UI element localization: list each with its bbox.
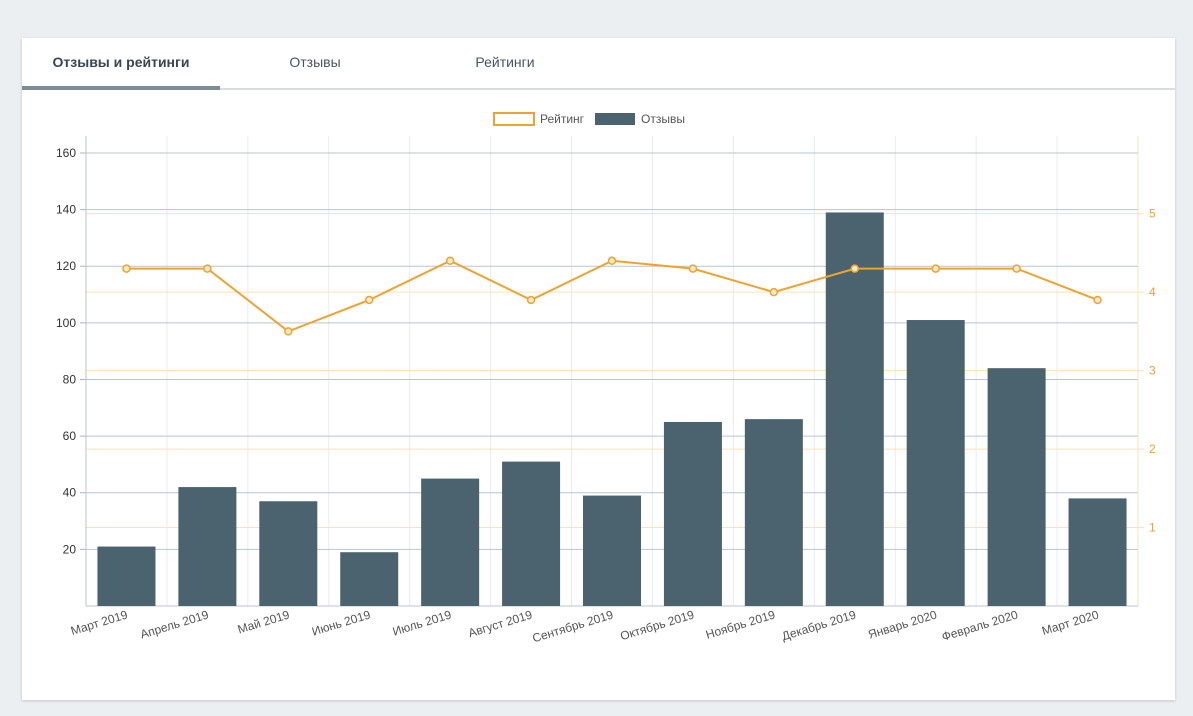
bar-reviews-11 [906,320,965,606]
x-axis-tick-label: Май 2019 [236,607,292,636]
left-axis-tick-label: 100 [56,316,76,330]
rating-point-10 [850,264,860,273]
rating-point-12 [1012,264,1021,273]
left-axis-tick-label: 40 [63,486,77,500]
rating-point-11 [931,264,940,273]
active-tab-indicator [22,86,220,90]
legend-rating-label: Рейтинг [540,112,585,126]
bar-reviews-6 [502,461,561,606]
bar-reviews-4 [340,552,399,606]
rating-point-6 [526,295,536,305]
bar-reviews-10 [825,212,884,606]
tab-bar: Отзывы и рейтинги Отзывы Рейтинги [22,38,1175,90]
rating-point-3 [284,327,293,336]
left-axis-tick-label: 60 [63,429,77,443]
x-axis-tick-label: Декабрь 2019 [780,607,858,643]
x-axis-tick-label: Февраль 2020 [940,607,1020,644]
bar-reviews-7 [583,495,641,606]
right-axis-tick-label: 3 [1149,364,1156,378]
left-axis-tick-label: 140 [56,203,76,217]
x-axis-tick-label: Октябрь 2019 [619,607,697,643]
bar-reviews-1 [97,546,156,606]
rating-point-13 [1093,295,1102,305]
x-axis-tick-label: Август 2019 [467,607,535,640]
left-axis-tick-label: 120 [56,259,76,273]
rating-point-2 [203,264,212,273]
bar-reviews-13 [1068,498,1127,606]
rating-point-4 [364,295,374,305]
right-axis-tick-label: 5 [1149,207,1156,221]
x-axis-tick-label: Ноябрь 2019 [704,607,777,641]
rating-point-7 [607,256,617,266]
bar-reviews-12 [987,368,1046,606]
x-axis-tick-label: Март 2019 [69,607,130,638]
tab-reviews[interactable]: Отзывы [289,54,341,70]
tab-reviews-and-ratings[interactable]: Отзывы и рейтинги [52,54,190,70]
bar-reviews-2 [178,487,237,606]
x-axis-tick-label: Сентябрь 2019 [531,607,616,645]
rating-point-9 [769,287,779,297]
rating-point-5 [445,256,455,266]
right-axis-tick-label: 2 [1149,442,1156,456]
legend-rating-swatch [493,112,535,126]
bar-reviews-9 [744,419,803,606]
bar-reviews-8 [663,421,722,606]
left-axis-tick-label: 160 [56,146,76,160]
x-axis-tick-label: Июнь 2019 [310,607,372,638]
right-axis-tick-label: 4 [1149,285,1156,299]
x-axis-tick-label: Июль 2019 [391,607,453,638]
rating-point-8 [688,264,698,273]
left-axis-tick-label: 80 [63,372,77,386]
x-axis-tick-label: Апрель 2019 [139,607,211,641]
tab-ratings[interactable]: Рейтинги [475,54,535,70]
bar-reviews-5 [421,478,480,606]
right-axis-tick-label: 1 [1149,521,1156,535]
x-axis-tick-label: Март 2020 [1040,607,1101,638]
rating-point-1 [122,264,131,273]
x-axis-tick-label: Январь 2020 [866,607,938,641]
bar-reviews-3 [259,501,318,606]
legend-reviews-swatch [595,113,635,125]
left-axis-tick-label: 20 [63,542,77,556]
legend-reviews-label: Отзывы [641,112,685,126]
